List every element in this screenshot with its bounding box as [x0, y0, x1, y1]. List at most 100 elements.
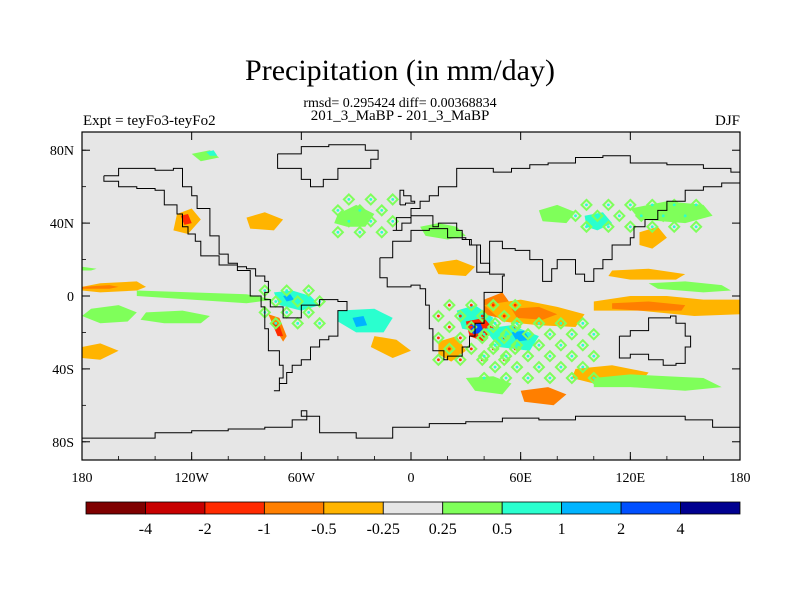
diamond-n-atlantic-diamonds-3 [331, 203, 345, 217]
diamond-dot-indian-diamonds-24 [515, 321, 519, 325]
diamond-dot-africa-diamonds-17 [458, 314, 462, 318]
diamond-dot-n-atlantic-diamonds-17 [380, 230, 384, 234]
diamond-asia-diamonds-6 [580, 198, 593, 212]
y-tick-label-1: 40N [50, 217, 74, 232]
diamond-dot-indian-diamonds-8 [493, 365, 497, 369]
diamond-dot-indian-diamonds-46 [559, 343, 563, 347]
diamond-indian-diamonds-46 [554, 338, 568, 352]
colorbar-box-2 [204, 501, 265, 515]
diamond-dot-africa-diamonds-10 [447, 325, 451, 329]
region-s-pacific-green-2 [140, 310, 210, 324]
colorbar-label-4: -0.25 [367, 521, 400, 538]
region-n-atlantic-orange [246, 212, 284, 231]
diamond-africa-diamonds-34 [486, 320, 500, 334]
diamond-dot-africa-diamonds-3 [437, 336, 440, 340]
diamond-indian-diamonds-39 [543, 349, 557, 363]
diamond-dot-indian-diamonds-44 [559, 365, 563, 369]
diamond-indian-diamonds-34 [532, 338, 546, 352]
diamond-dot-indian-diamonds-1 [482, 376, 486, 380]
region-atlantic-blue [352, 316, 368, 327]
colorbar-box-5 [382, 501, 444, 515]
diamond-indian-diamonds-27 [521, 349, 535, 363]
diamond-africa-diamonds-44 [508, 342, 522, 356]
diamond-africa-diamonds-17 [453, 309, 467, 323]
diamond-dot-n-atlantic-diamonds-24 [391, 198, 395, 201]
region-w-pacific-green [82, 266, 97, 271]
region-s-pacific-orange [82, 343, 119, 360]
diamond-asia-diamonds-20 [634, 209, 648, 223]
diamond-dot-indian-diamonds-58 [581, 343, 585, 347]
region-w-pacific-orange [608, 268, 686, 280]
diamond-dot-asia-diamonds-26 [661, 214, 665, 218]
diamond-dot-indian-diamonds-48 [559, 321, 563, 325]
diamond-indian-diamonds-49 [565, 371, 579, 385]
diamond-asia-diamonds-8 [591, 209, 604, 223]
diamond-n-atlantic-diamonds-16 [364, 193, 378, 206]
diamond-indian-diamonds-1 [477, 371, 491, 385]
diamond-dot-indian-diamonds-22 [515, 343, 519, 347]
diamond-asia-diamonds-14 [612, 209, 626, 223]
x-tick-label-2: 60W [288, 471, 316, 486]
region-siberia-green [538, 204, 576, 224]
diamond-indian-diamonds-37 [543, 371, 557, 385]
diamond-dot-asia-diamonds-34 [694, 225, 698, 229]
diamond-asia-diamonds-22 [645, 220, 659, 234]
diamond-dot-indian-diamonds-61 [592, 376, 596, 380]
diamond-indian-diamonds-29 [521, 327, 535, 341]
diamond-dot-n-atlantic-diamonds-6 [347, 219, 351, 223]
diamond-dot-africa-diamonds-12 [447, 303, 451, 307]
x-tick-label-4: 60E [509, 471, 532, 486]
diamond-amazon-diamonds-5 [269, 316, 283, 330]
colorbar-label-9: 4 [677, 521, 685, 538]
colorbar-label-6: 0.5 [492, 521, 512, 538]
diamond-africa-diamonds-39 [497, 331, 511, 345]
diamond-dot-amazon-diamonds-10 [285, 311, 289, 314]
diamond-stipple-layer [258, 193, 703, 385]
diamond-dot-n-atlantic-diamonds-14 [369, 219, 373, 223]
colorbar-box-3 [263, 501, 325, 515]
diamond-dot-africa-diamonds-36 [491, 303, 495, 307]
diamond-africa-diamonds-5 [432, 309, 445, 323]
diamond-africa-diamonds-8 [442, 342, 456, 356]
colorbar-box-4 [323, 501, 384, 515]
diamond-africa-diamonds-3 [432, 331, 445, 345]
diamond-dot-africa-diamonds-8 [447, 347, 451, 351]
diamond-amazon-diamonds-18 [302, 305, 316, 319]
diamond-asia-diamonds-28 [667, 220, 681, 234]
diamond-africa-diamonds-10 [442, 320, 456, 334]
diamond-indian-diamonds-8 [488, 360, 502, 374]
colorbar-label-0: -4 [139, 521, 152, 538]
diamond-dot-asia-diamonds-36 [694, 203, 698, 207]
diamond-dot-indian-diamonds-27 [526, 354, 530, 358]
coastline-greenland-outline [277, 144, 379, 188]
diamond-dot-africa-diamonds-24 [469, 303, 473, 307]
colorbar-box-8 [561, 501, 622, 515]
diamond-dot-indian-diamonds-3 [482, 354, 486, 358]
diamond-dot-n-atlantic-diamonds-1 [336, 230, 340, 234]
coastline-eurasia-outline [392, 155, 740, 282]
colorbar-label-2: -1 [258, 521, 271, 538]
coastline-layer [82, 144, 740, 439]
diamond-dot-amazon-diamonds-13 [296, 321, 300, 325]
y-tick-label-2: 0 [67, 290, 74, 305]
diamond-dot-indian-diamonds-12 [493, 321, 497, 325]
region-s-ocean-orange-2 [520, 387, 567, 406]
diamond-dot-asia-diamonds-22 [650, 225, 654, 229]
diamond-amazon-diamonds-15 [291, 295, 305, 308]
diamond-dot-amazon-diamonds-21 [318, 321, 322, 325]
diamond-dot-asia-diamonds-6 [585, 203, 588, 207]
colorbar: -4 -2 -1 -0.5 -0.25 0.25 0.5 1 2 4 [85, 501, 741, 538]
diamond-dot-asia-diamonds-28 [672, 225, 676, 229]
diamond-indian-diamonds-22 [510, 338, 524, 352]
experiment-label: Expt = teyFo3-teyFo2 [83, 113, 216, 129]
diamond-indian-diamonds-24 [510, 316, 524, 330]
diamond-indian-diamonds-17 [499, 327, 513, 341]
diamond-n-atlantic-diamonds-19 [375, 203, 389, 217]
diamond-indian-diamonds-65 [587, 327, 601, 341]
region-s-ocean-green [593, 374, 722, 391]
diamond-n-atlantic-diamonds-6 [342, 214, 356, 228]
diamond-dot-n-atlantic-diamonds-19 [380, 208, 384, 212]
y-tick-label-0: 80N [50, 144, 74, 159]
region-w-pacific-green-2 [648, 281, 731, 293]
